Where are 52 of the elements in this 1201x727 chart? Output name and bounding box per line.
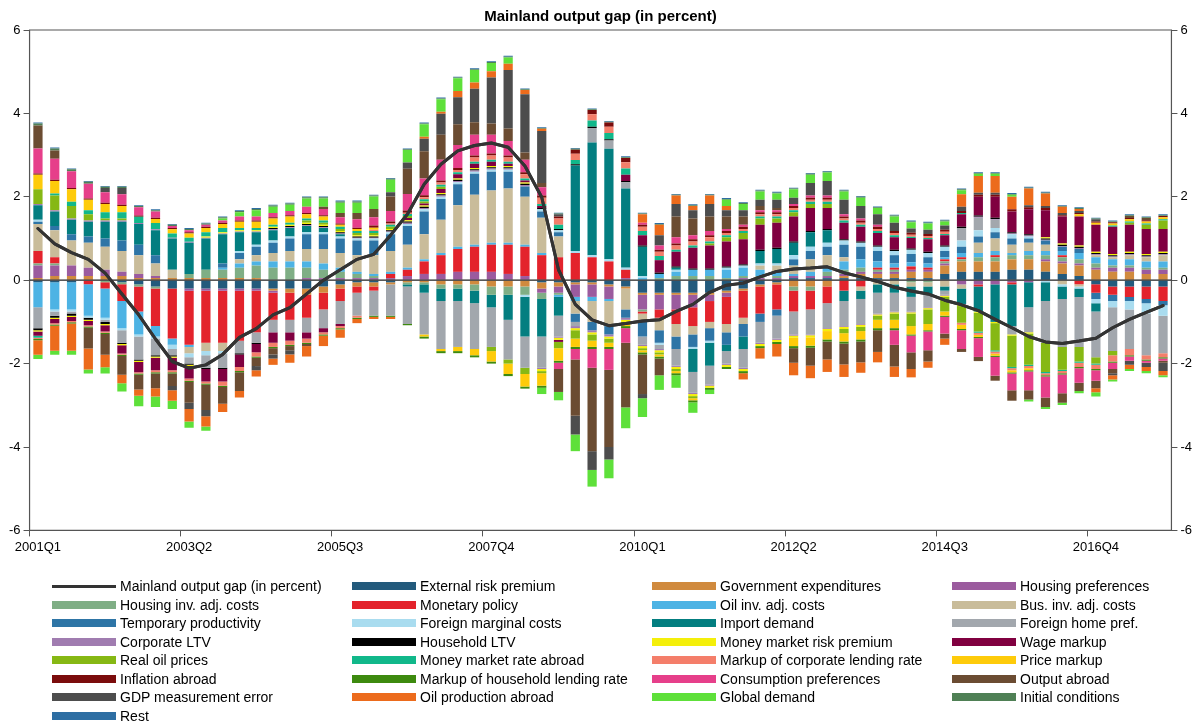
legend-label: Money market rate abroad xyxy=(420,652,585,669)
legend-label: Oil production abroad xyxy=(420,689,554,706)
y-tick-label: 2 xyxy=(13,188,21,204)
legend-label: Mainland output gap (in percent) xyxy=(120,578,322,595)
y-tick-label: 6 xyxy=(13,21,21,37)
legend-label: Import demand xyxy=(720,615,815,632)
legend-label: Consumption preferences xyxy=(720,670,881,687)
x-tick-label: 2007Q4 xyxy=(468,538,515,554)
legend-label: Bus. inv. adj. costs xyxy=(1020,596,1136,613)
legend-label: Oil inv. adj. costs xyxy=(720,596,825,613)
legend-label: Monetary policy xyxy=(420,596,519,613)
y-tick-label: -6 xyxy=(9,521,21,537)
legend-label: Rest xyxy=(120,707,149,724)
y2-tick-label: -2 xyxy=(1180,355,1192,371)
legend-label: Corporate LTV xyxy=(120,633,211,650)
legend-label: Foreign marginal costs xyxy=(420,615,562,632)
y2-tick-label: 0 xyxy=(1180,271,1188,287)
y-tick-label: 4 xyxy=(13,104,21,120)
legend-label: Price markup xyxy=(1020,652,1103,669)
y-tick-label: 0 xyxy=(13,271,21,287)
legend-label: Foreign home pref. xyxy=(1020,615,1139,632)
x-tick-label: 2010Q1 xyxy=(619,538,666,554)
x-tick-label: 2014Q3 xyxy=(921,538,968,554)
legend-label: External risk premium xyxy=(420,578,556,595)
legend-label: Housing inv. adj. costs xyxy=(120,596,260,613)
legend-label: Government expenditures xyxy=(720,578,882,595)
legend-label: Temporary productivity xyxy=(120,615,261,632)
x-tick-label: 2003Q2 xyxy=(165,538,213,554)
x-tick-label: 2001Q1 xyxy=(14,538,62,554)
y2-tick-label: 6 xyxy=(1180,21,1188,37)
y2-tick-label: 4 xyxy=(1180,104,1188,120)
legend-label: Inflation abroad xyxy=(120,670,217,687)
legend-label: Real oil prices xyxy=(120,652,208,669)
x-tick-label: 2012Q2 xyxy=(770,538,817,554)
legend-label: GDP measurement error xyxy=(120,689,274,706)
x-tick-label: 2005Q3 xyxy=(317,538,364,554)
legend-label: Initial conditions xyxy=(1020,689,1120,706)
legend-label: Global demand xyxy=(720,689,815,706)
legend-label: Markup of corporate lending rate xyxy=(720,652,923,669)
y-tick-label: -4 xyxy=(9,438,21,454)
y2-tick-label: 2 xyxy=(1180,188,1188,204)
y-tick-label: -2 xyxy=(9,355,21,371)
legend-label: Household LTV xyxy=(420,633,516,650)
x-tick-label: 2016Q4 xyxy=(1072,538,1120,554)
legend-label: Output abroad xyxy=(1020,670,1110,687)
legend-label: Money market risk premium xyxy=(720,633,893,650)
legend-label: Markup of household lending rate xyxy=(420,670,628,687)
legend-label: Wage markup xyxy=(1020,633,1107,650)
legend-label: Housing preferences xyxy=(1020,578,1150,595)
y2-tick-label: -6 xyxy=(1180,521,1192,537)
chart-title: Mainland output gap (in percent) xyxy=(484,7,717,25)
y2-tick-label: -4 xyxy=(1180,438,1192,454)
